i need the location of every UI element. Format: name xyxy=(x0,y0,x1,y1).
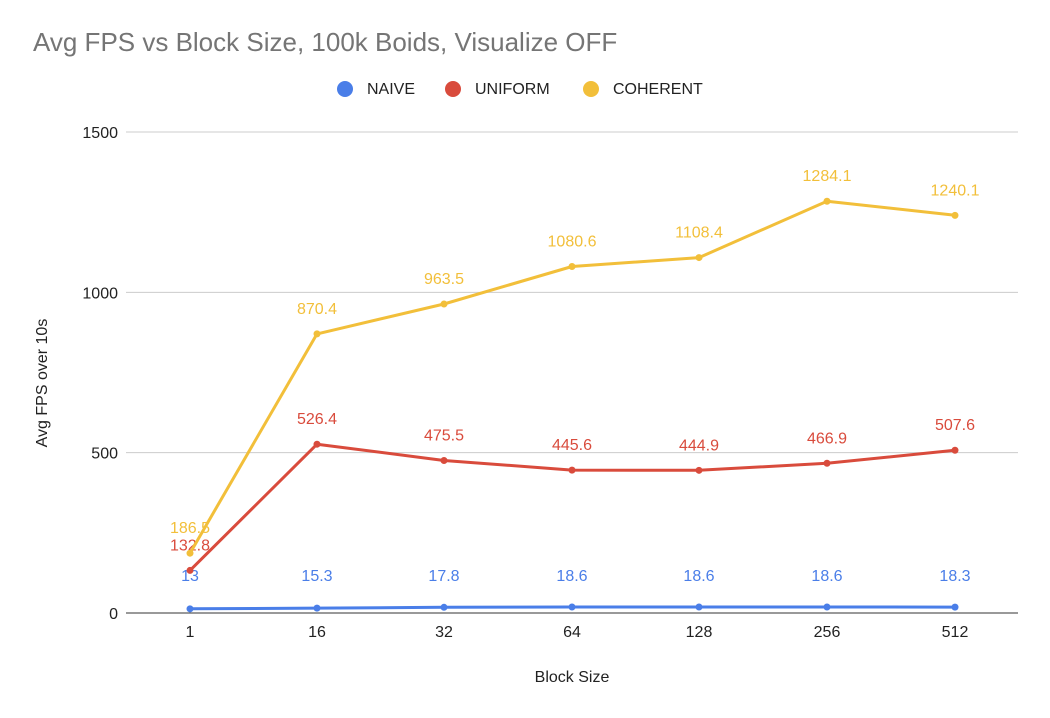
uniform-point xyxy=(313,440,321,448)
naive-data-label: 13 xyxy=(181,568,199,585)
coherent-point xyxy=(823,197,831,205)
legend: NAIVE UNIFORM COHERENT xyxy=(337,81,703,98)
x-tick-label: 64 xyxy=(563,624,581,641)
legend-label-coherent: COHERENT xyxy=(613,81,703,98)
series-coherent: 186.5 870.4 963.5 1080.6 1108.4 1284.1 1240.1 xyxy=(170,168,980,557)
naive-point xyxy=(951,603,959,611)
coherent-point xyxy=(568,262,576,270)
x-tick-label: 1 xyxy=(186,624,195,641)
uniform-data-label: 444.9 xyxy=(679,437,719,454)
uniform-data-label: 526.4 xyxy=(297,411,337,428)
coherent-point xyxy=(695,254,703,262)
series-layer: 13 15.3 17.8 18.6 18.6 18.6 18.3 132.8 526.4 475.… xyxy=(170,168,980,613)
uniform-data-label: 132.8 xyxy=(170,537,210,554)
y-tick-label: 0 xyxy=(109,606,118,623)
x-tick-label: 16 xyxy=(308,624,326,641)
y-axis-ticks: 0 500 1000 1500 xyxy=(82,125,118,623)
coherent-data-label: 963.5 xyxy=(424,271,464,288)
coherent-data-label: 870.4 xyxy=(297,301,337,318)
naive-point xyxy=(823,603,831,611)
coherent-data-label: 1108.4 xyxy=(675,225,723,242)
series-uniform: 132.8 526.4 475.5 445.6 444.9 466.9 507.6 xyxy=(170,411,975,574)
x-tick-label: 512 xyxy=(942,624,969,641)
coherent-line xyxy=(188,199,956,554)
naive-data-label: 18.6 xyxy=(556,568,587,585)
chart-title: Avg FPS vs Block Size, 100k Boids, Visua… xyxy=(33,27,617,57)
naive-data-label: 18.6 xyxy=(683,568,714,585)
uniform-data-label: 507.6 xyxy=(935,417,975,434)
coherent-point xyxy=(313,330,321,338)
naive-point xyxy=(313,604,321,612)
legend-marker-uniform xyxy=(445,81,461,97)
y-axis-title: Avg FPS over 10s xyxy=(34,319,51,448)
legend-marker-naive xyxy=(337,81,353,97)
coherent-data-label: 186.5 xyxy=(170,520,210,537)
x-tick-label: 32 xyxy=(435,624,453,641)
uniform-line xyxy=(188,442,956,572)
legend-marker-coherent xyxy=(583,81,599,97)
naive-data-label: 18.3 xyxy=(939,568,970,585)
uniform-point xyxy=(695,466,703,474)
naive-point xyxy=(695,603,703,611)
legend-label-uniform: UNIFORM xyxy=(475,81,550,98)
coherent-data-label: 1284.1 xyxy=(803,168,852,185)
uniform-point xyxy=(186,566,194,574)
coherent-point xyxy=(951,211,959,219)
naive-data-label: 17.8 xyxy=(428,568,459,585)
x-axis-title: Block Size xyxy=(535,669,610,686)
series-naive: 13 15.3 17.8 18.6 18.6 18.6 18.3 xyxy=(181,568,971,613)
gridlines xyxy=(126,131,1018,614)
uniform-data-label: 475.5 xyxy=(424,428,464,445)
uniform-data-label: 466.9 xyxy=(807,430,847,447)
uniform-point xyxy=(440,457,448,465)
legend-label-naive: NAIVE xyxy=(367,81,415,98)
coherent-point xyxy=(186,549,194,557)
y-tick-label: 1500 xyxy=(82,125,118,142)
x-axis-ticks: 1 16 32 64 128 256 512 xyxy=(186,624,969,641)
naive-data-label: 18.6 xyxy=(811,568,842,585)
uniform-point xyxy=(951,446,959,454)
y-tick-label: 1000 xyxy=(82,285,118,302)
naive-point xyxy=(440,603,448,611)
y-tick-label: 500 xyxy=(91,446,118,463)
coherent-data-label: 1240.1 xyxy=(931,182,980,199)
uniform-point xyxy=(568,466,576,474)
naive-point xyxy=(186,605,194,613)
naive-data-label: 15.3 xyxy=(301,568,332,585)
coherent-point xyxy=(440,300,448,308)
x-tick-label: 128 xyxy=(686,624,713,641)
x-tick-label: 256 xyxy=(814,624,841,641)
coherent-data-label: 1080.6 xyxy=(548,233,597,250)
naive-point xyxy=(568,603,576,611)
uniform-data-label: 445.6 xyxy=(552,437,592,454)
uniform-point xyxy=(823,459,831,467)
